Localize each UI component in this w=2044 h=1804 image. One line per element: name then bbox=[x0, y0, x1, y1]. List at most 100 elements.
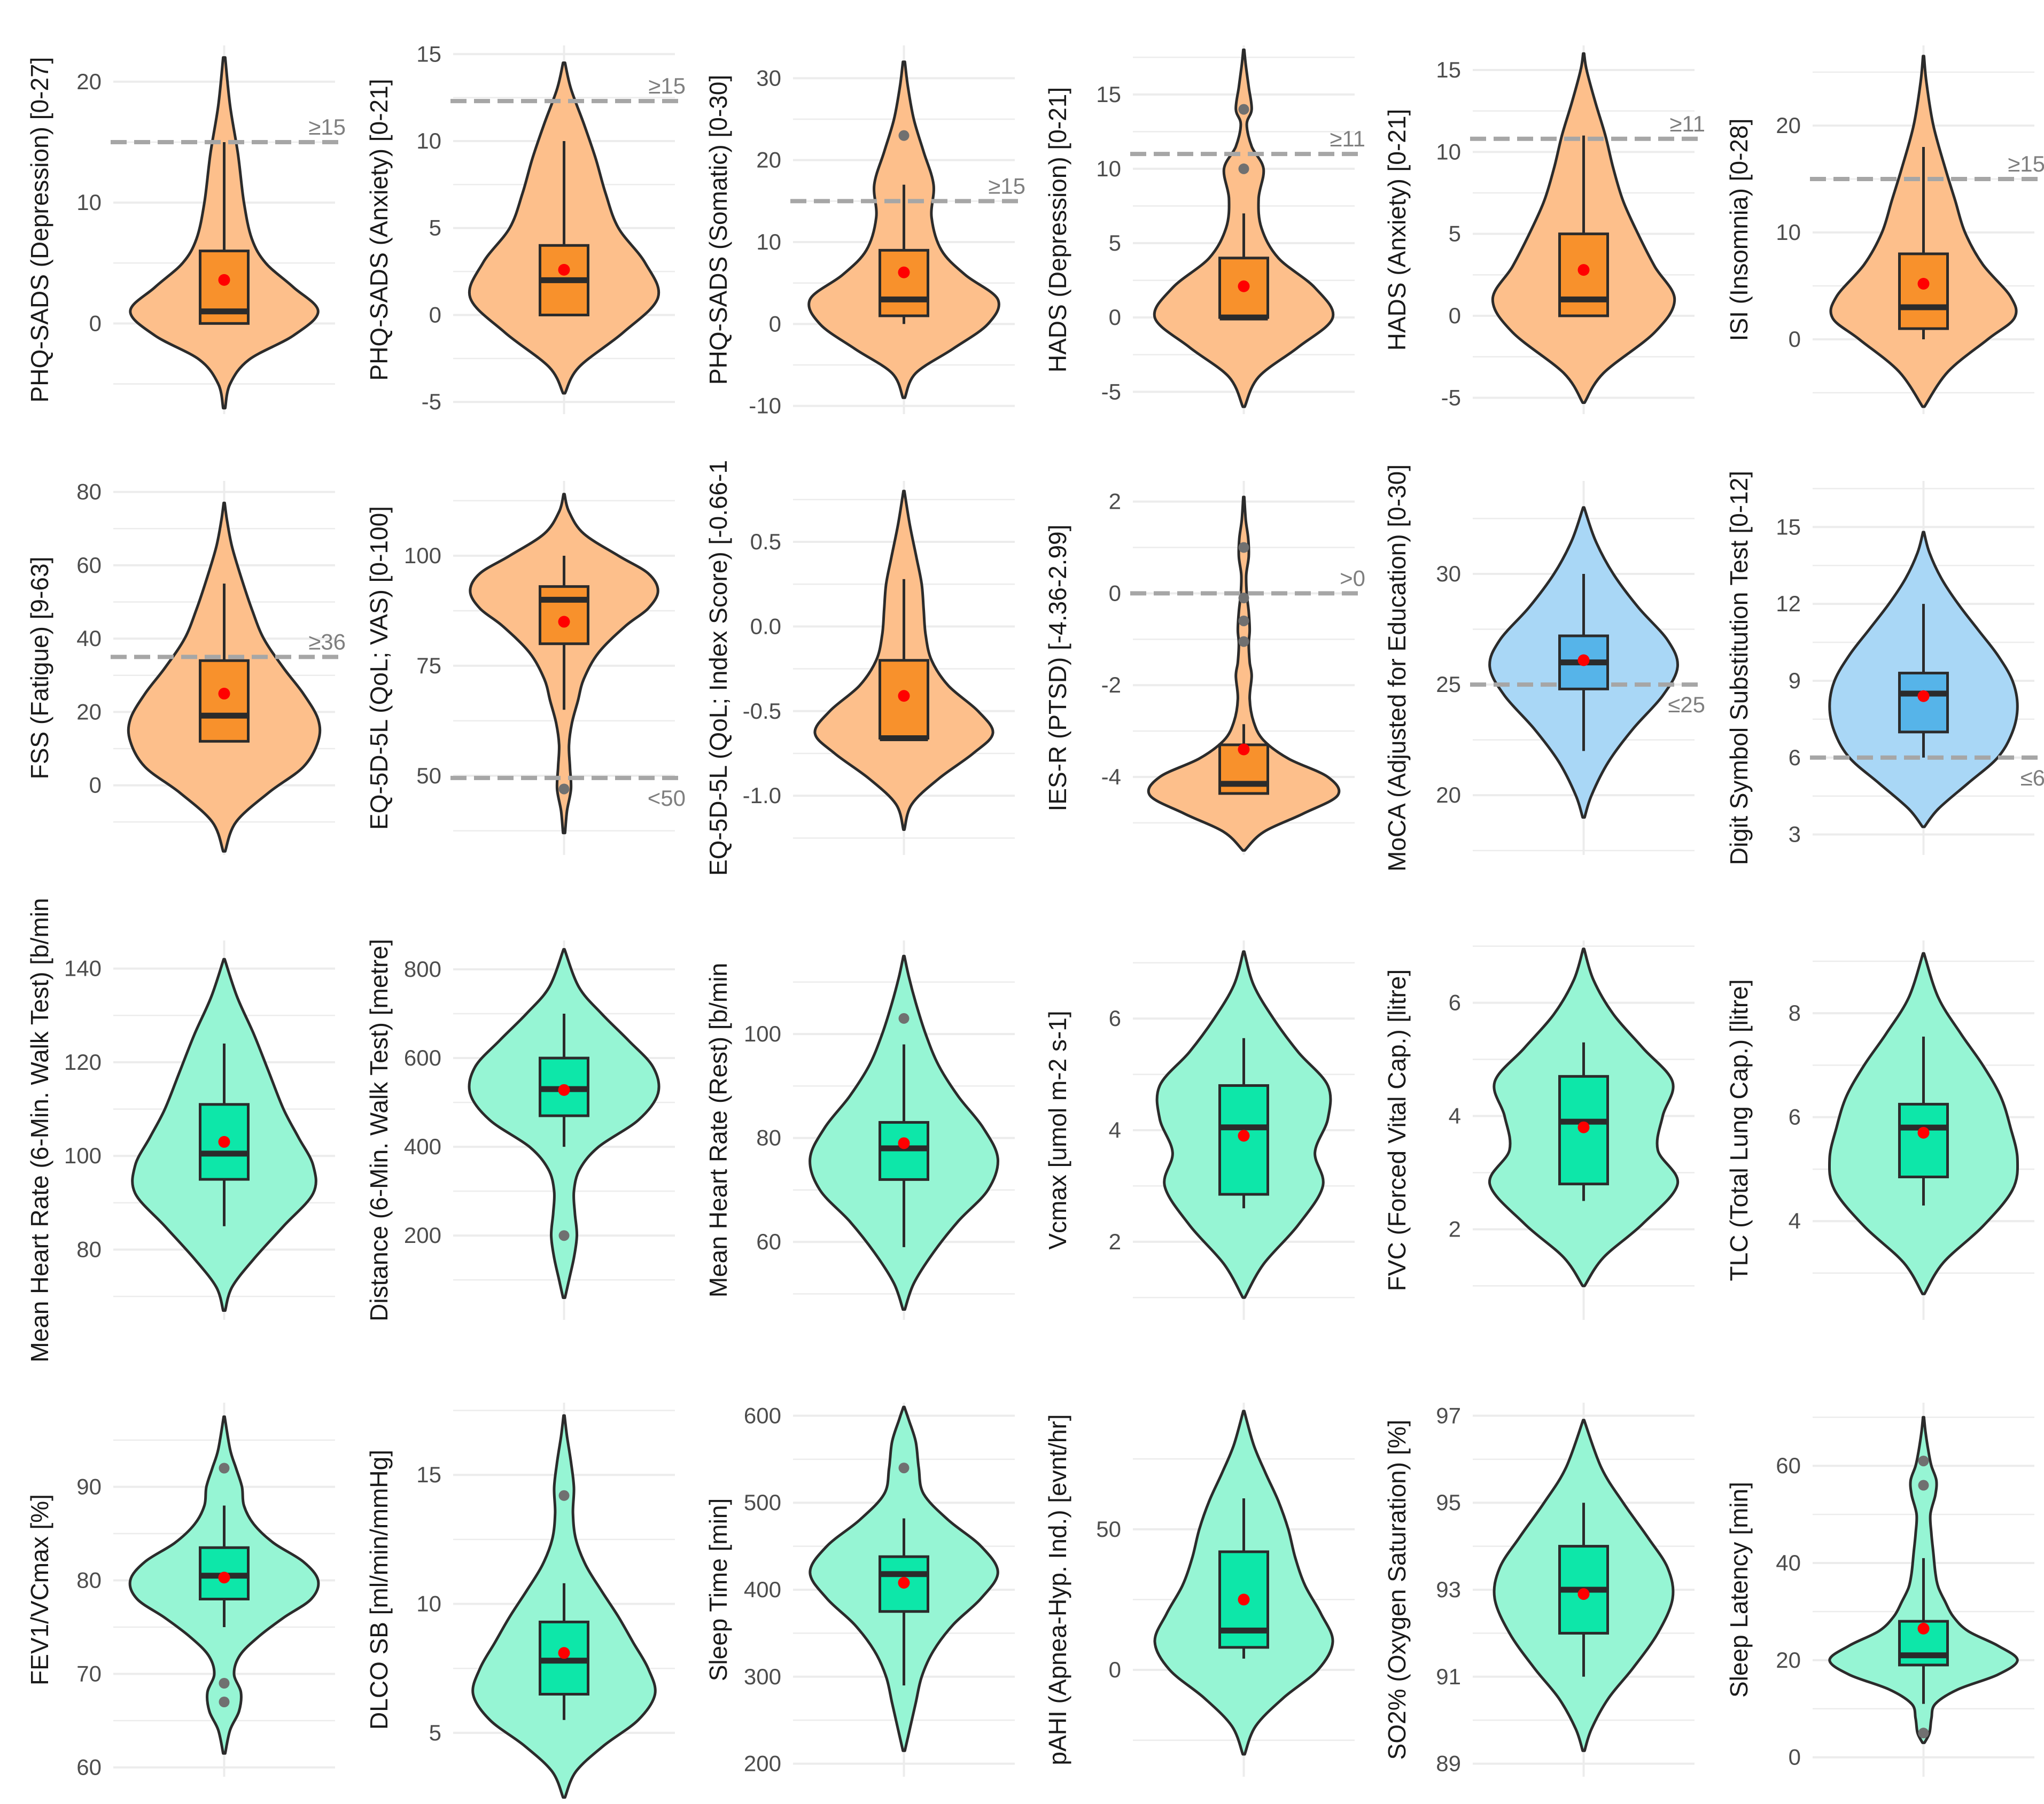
y-tick-label: 15 bbox=[1436, 57, 1461, 82]
y-tick-label: 2 bbox=[1109, 489, 1121, 514]
mean-point bbox=[1577, 1588, 1590, 1600]
y-axis-title: MoCA (Adjusted for Education) [0-30] bbox=[1383, 464, 1411, 872]
outlier-point bbox=[1918, 1480, 1929, 1491]
y-axis-title: ISI (Insomnia) [0-28] bbox=[1725, 119, 1753, 341]
y-tick-label: 20 bbox=[76, 699, 102, 724]
panel-18: 4 6 8 TLC (Total Lung Cap.) [litre] bbox=[1725, 940, 2034, 1320]
y-axis-title: FEV1/VCmax [%] bbox=[26, 1494, 53, 1685]
y-tick-label: 10 bbox=[1436, 139, 1461, 164]
y-tick-label: -1.0 bbox=[743, 783, 781, 808]
panel-13: 80 100 120 140 Mean Heart Rate (6-Min. Walk … bbox=[26, 898, 335, 1363]
y-axis-title: HADS (Anxiety) [0-21] bbox=[1383, 109, 1411, 351]
iqr-box bbox=[199, 659, 250, 743]
iqr-box bbox=[1898, 252, 1949, 330]
y-tick-label: 9 bbox=[1789, 668, 1801, 693]
y-tick-label: 50 bbox=[1096, 1517, 1121, 1542]
y-tick-label: 100 bbox=[64, 1143, 102, 1168]
y-tick-label: 60 bbox=[1776, 1453, 1801, 1478]
y-tick-label: 93 bbox=[1436, 1577, 1461, 1602]
y-axis-title: EQ-5D-5L (QoL; VAS) [0-100] bbox=[365, 506, 393, 830]
y-tick-label: 15 bbox=[416, 1462, 441, 1487]
mean-point bbox=[218, 1136, 230, 1148]
outlier-point bbox=[1238, 104, 1249, 115]
y-tick-label: -5 bbox=[1441, 385, 1461, 410]
y-axis-title: Sleep Time [min] bbox=[704, 1498, 732, 1682]
mean-point bbox=[218, 1572, 230, 1584]
y-tick-label: 0 bbox=[89, 310, 102, 336]
y-tick-label: 200 bbox=[404, 1223, 441, 1248]
threshold-label: ≥11 bbox=[1669, 111, 1705, 136]
panel-16: 2 4 6 Vcmax [umol m-2 s-1] bbox=[1044, 940, 1355, 1320]
y-axis-title: Digit Symbol Substitution Test [0-12] bbox=[1725, 471, 1753, 865]
y-tick-label: 30 bbox=[1436, 561, 1461, 586]
y-tick-label: 15 bbox=[1096, 82, 1121, 107]
y-tick-label: 10 bbox=[416, 128, 441, 153]
y-tick-label: 15 bbox=[416, 41, 441, 66]
mean-point bbox=[1238, 743, 1250, 756]
outlier-point bbox=[898, 130, 910, 141]
mean-point bbox=[1917, 278, 1930, 290]
y-tick-label: 5 bbox=[429, 215, 441, 240]
y-axis-title: Vcmax [umol m-2 s-1] bbox=[1044, 1010, 1071, 1249]
y-tick-label: 400 bbox=[404, 1134, 441, 1159]
mean-point bbox=[898, 1137, 910, 1149]
outlier-point bbox=[558, 1490, 570, 1501]
threshold-label: ≥15 bbox=[2008, 151, 2044, 176]
iqr-box bbox=[199, 1103, 250, 1181]
panel-20: 5 10 15 DLCO SB [ml/min/mmHg] bbox=[365, 1403, 675, 1799]
panel-7: 0 20 40 60 80 FSS (Fatigue) [9-63] ≥36 bbox=[26, 479, 346, 855]
y-tick-label: 0.5 bbox=[750, 529, 781, 554]
threshold-label: ≤25 bbox=[1668, 692, 1705, 717]
panel-19: 60 70 80 90 FEV1/VCmax [%] bbox=[26, 1403, 335, 1780]
panel-3: -10 0 10 20 30 PHQ-SADS (Somatic) [0-30] ≥15 bbox=[704, 45, 1025, 418]
mean-point bbox=[1917, 1126, 1930, 1139]
y-tick-label: 25 bbox=[1436, 672, 1461, 697]
y-tick-label: 0 bbox=[89, 773, 102, 798]
y-tick-label: 60 bbox=[76, 553, 102, 578]
y-tick-label: 3 bbox=[1789, 822, 1801, 847]
y-tick-label: 89 bbox=[1436, 1751, 1461, 1776]
y-tick-label: 800 bbox=[404, 957, 441, 982]
y-tick-label: 15 bbox=[1776, 514, 1801, 539]
y-tick-label: 97 bbox=[1436, 1403, 1461, 1428]
y-tick-label: 12 bbox=[1776, 591, 1801, 616]
panel-2: -5 0 5 10 15 PHQ-SADS (Anxiety) [0-21] ≥15 bbox=[365, 41, 686, 414]
y-tick-label: 0 bbox=[1109, 1657, 1121, 1682]
panel-8: 50 75 100 EQ-5D-5L (QoL; VAS) [0-100] <50 bbox=[365, 481, 686, 855]
panel-23: 89 91 93 95 97 SO2% (Oxygen Saturation) [%] bbox=[1383, 1403, 1695, 1777]
mean-point bbox=[1917, 1622, 1930, 1635]
y-tick-label: 100 bbox=[744, 1021, 781, 1046]
y-tick-label: 0 bbox=[1789, 326, 1801, 352]
threshold-label: >0 bbox=[1340, 565, 1365, 590]
threshold-label: ≥15 bbox=[988, 173, 1025, 198]
y-tick-label: 400 bbox=[744, 1577, 781, 1602]
y-tick-label: -2 bbox=[1101, 672, 1121, 697]
panel-21: 200 300 400 500 600 Sleep Time [min] bbox=[704, 1403, 1015, 1777]
y-tick-label: 4 bbox=[1449, 1103, 1461, 1129]
mean-point bbox=[1577, 264, 1590, 276]
y-tick-label: -5 bbox=[1101, 379, 1121, 404]
y-tick-label: 75 bbox=[416, 653, 441, 678]
y-tick-label: 100 bbox=[404, 543, 441, 568]
outlier-point bbox=[1918, 1728, 1929, 1739]
y-axis-title: FSS (Fatigue) [9-63] bbox=[26, 557, 53, 780]
y-tick-label: 50 bbox=[416, 763, 441, 788]
outlier-point bbox=[558, 1230, 570, 1241]
y-tick-label: 60 bbox=[756, 1229, 781, 1254]
y-tick-label: 6 bbox=[1789, 1105, 1801, 1130]
y-tick-label: 20 bbox=[756, 147, 781, 173]
panel-15: 60 80 100 Mean Heart Rate (Rest) [b/min bbox=[704, 940, 1015, 1320]
y-tick-label: 500 bbox=[744, 1490, 781, 1515]
y-axis-title: IES-R (PTSD) [-4.36-2.99] bbox=[1044, 525, 1071, 812]
y-tick-label: 10 bbox=[416, 1591, 441, 1616]
iqr-box bbox=[1898, 672, 1949, 734]
y-tick-label: 40 bbox=[76, 626, 102, 651]
threshold-label: ≥11 bbox=[1330, 126, 1365, 151]
y-tick-label: 0 bbox=[1789, 1745, 1801, 1770]
y-tick-label: 10 bbox=[1096, 156, 1121, 181]
y-tick-label: 600 bbox=[404, 1045, 441, 1070]
iqr-box bbox=[1898, 1102, 1949, 1179]
panel-10: -4 -2 0 2 IES-R (PTSD) [-4.36-2.99] >0 bbox=[1044, 481, 1365, 855]
y-axis-title: DLCO SB [ml/min/mmHg] bbox=[365, 1450, 393, 1730]
mean-point bbox=[558, 616, 570, 628]
